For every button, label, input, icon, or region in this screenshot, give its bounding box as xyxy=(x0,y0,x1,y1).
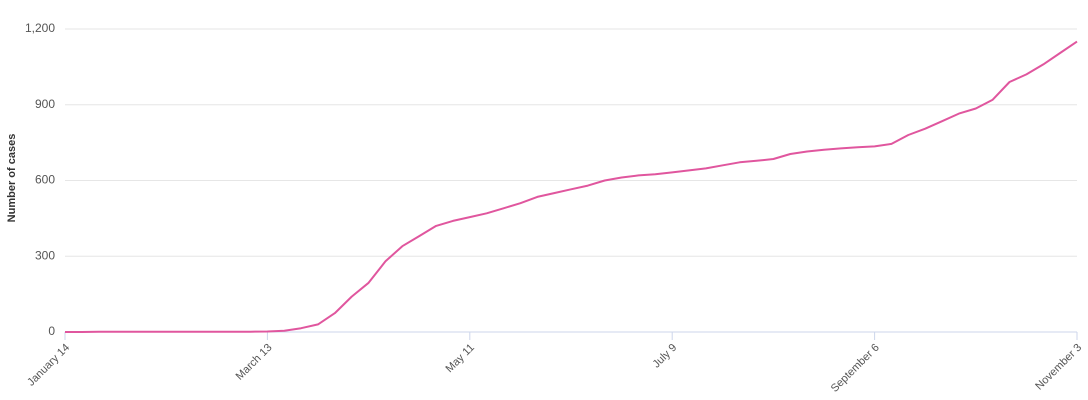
y-tick-label: 0 xyxy=(48,324,55,338)
y-axis-label: Number of cases xyxy=(6,134,18,223)
y-tick-label: 900 xyxy=(35,97,55,111)
y-tick-label: 300 xyxy=(35,248,55,262)
x-tick-label: May 11 xyxy=(444,342,477,375)
x-tick-label: March 13 xyxy=(234,342,275,383)
y-tick-label: 600 xyxy=(35,173,55,187)
x-tick-label: September 6 xyxy=(829,342,882,395)
x-tick-label: January 14 xyxy=(25,342,72,389)
x-tick-label: November 3 xyxy=(1033,342,1084,393)
x-tick-label: July 9 xyxy=(651,342,680,371)
y-tick-label: 1,200 xyxy=(25,21,55,35)
line xyxy=(65,40,1078,333)
